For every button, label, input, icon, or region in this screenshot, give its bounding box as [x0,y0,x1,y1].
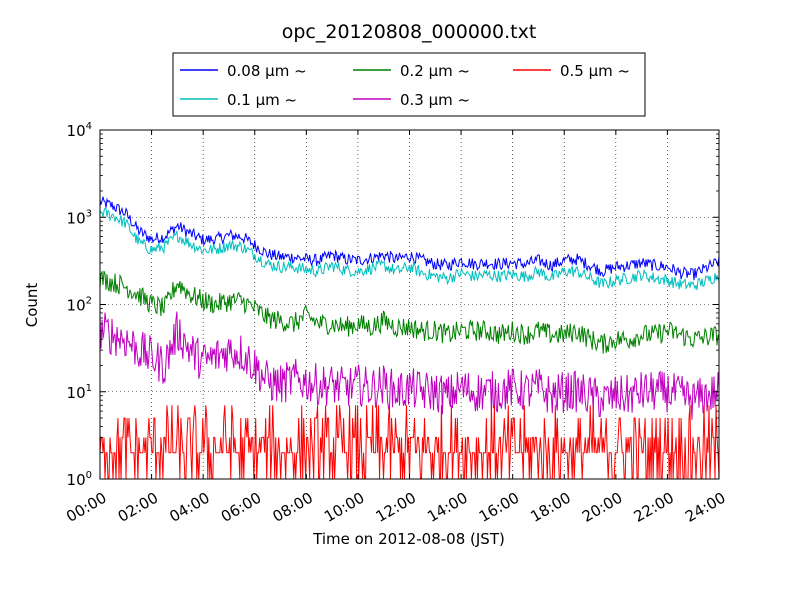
x-tick-label: 14:00 [424,489,470,526]
x-tick-label: 16:00 [476,489,522,526]
x-tick-label: 24:00 [682,489,728,526]
legend-box [172,52,646,117]
x-tick-label: 12:00 [373,489,419,526]
series-layer [99,196,720,480]
legend: 0.08 μm ~ 0.1 μm ~ 0.2 μm ~ 0.3 μm ~ 0.5 μm … [172,52,646,117]
x-tick-label: 18:00 [527,489,573,526]
x-tick-label: 08:00 [270,489,316,526]
x-tick-label: 00:00 [63,489,109,526]
x-tick-label: 20:00 [579,489,625,526]
legend-label: 0.1 μm ~ [227,91,297,109]
y-axis-label: Count [23,283,41,328]
y-tick-labels: 100 101 102 103 104 [67,121,92,489]
legend-label: 0.3 μm ~ [400,91,470,109]
x-axis-label: Time on 2012-08-08 (JST) [312,530,505,548]
legend-label: 0.08 μm ~ [227,62,307,80]
chart-title: opc_20120808_000000.txt [282,21,537,43]
x-tick-label: 02:00 [115,489,161,526]
legend-label: 0.5 μm ~ [560,62,630,80]
x-tick-label: 06:00 [218,489,264,526]
y-tick-label: 102 [67,296,92,315]
grid-lines [100,130,719,479]
series-line-0 [99,196,720,281]
y-tick-label: 101 [67,383,92,402]
series-line-2 [99,270,720,354]
y-tick-label: 103 [67,208,92,227]
x-tick-label: 22:00 [631,489,677,526]
y-tick-label: 104 [67,121,92,140]
legend-label: 0.2 μm ~ [400,62,470,80]
series-line-3 [99,311,720,420]
x-tick-label: 10:00 [321,489,367,526]
y-tick-label: 100 [67,470,92,489]
series-line-1 [99,207,720,291]
x-tick-label: 04:00 [166,489,212,526]
axis-ticks [99,129,720,480]
x-tick-labels: 00:00 02:00 04:00 06:00 08:00 10:00 12:00 14:00… [63,489,728,526]
